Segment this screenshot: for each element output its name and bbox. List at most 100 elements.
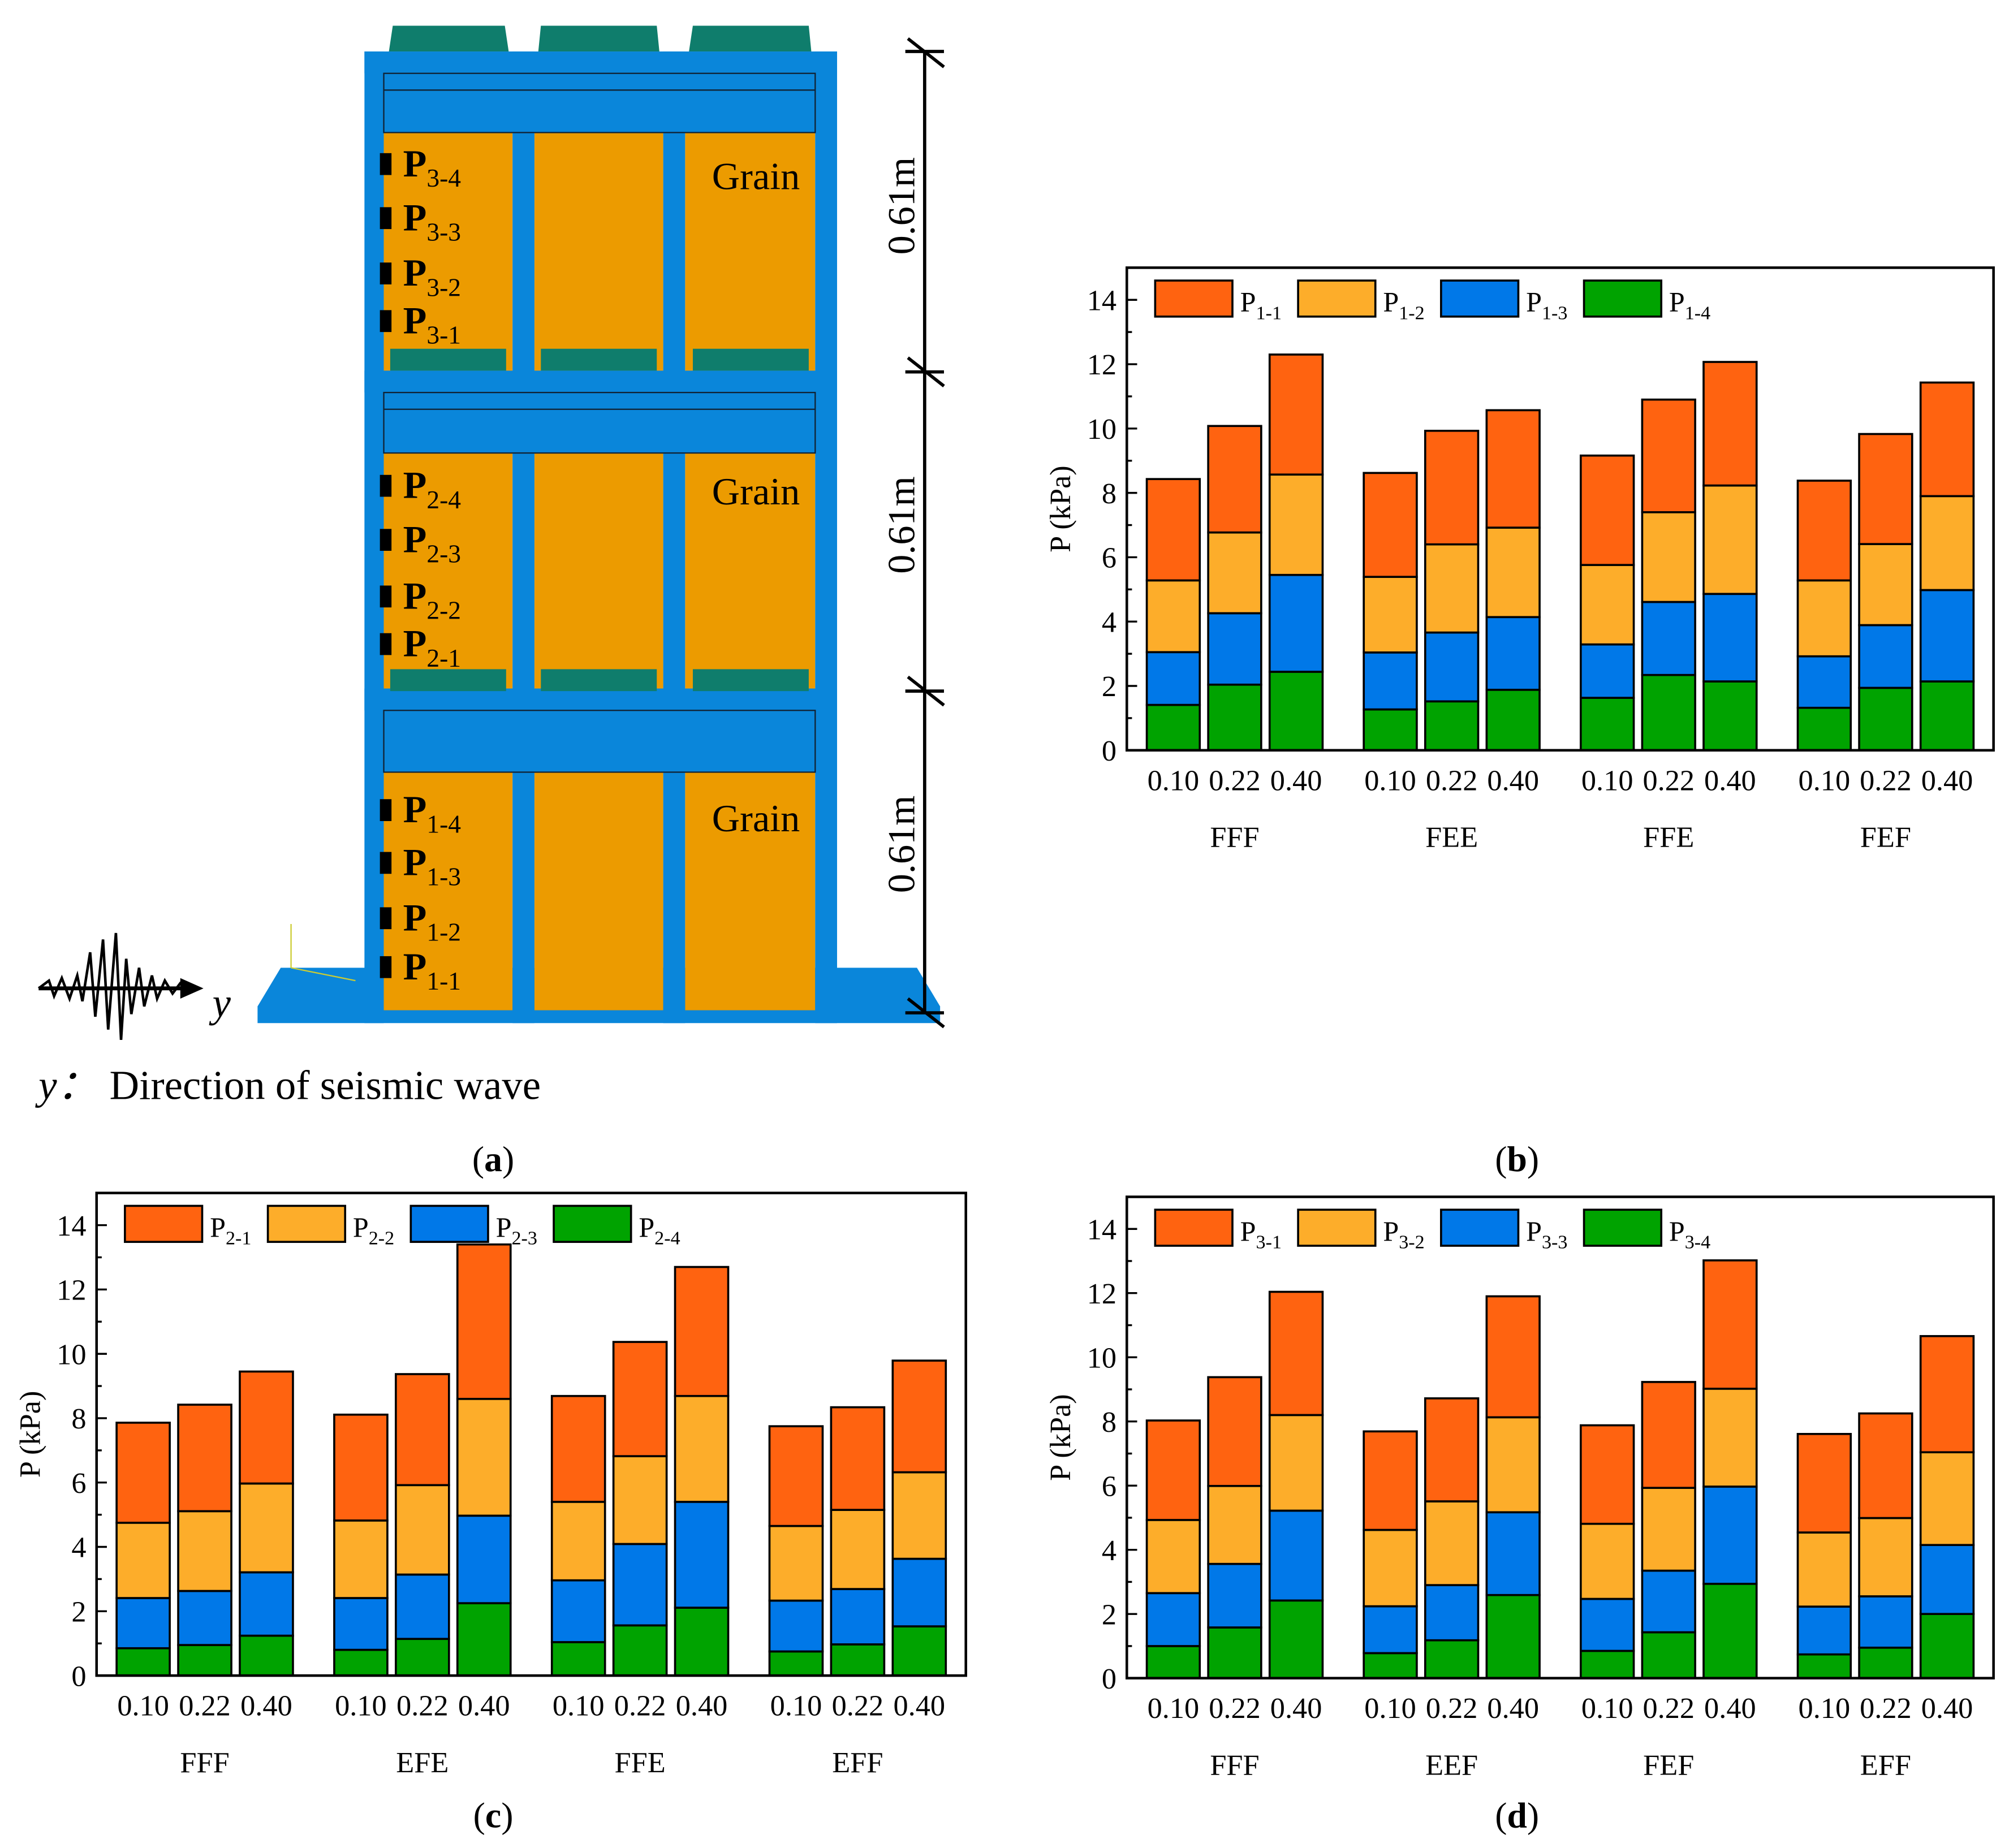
bar-segment-1-4 [1919, 680, 1975, 752]
sensor-label: P2-4 [403, 464, 462, 514]
bar-segment-3-4 [1796, 1653, 1852, 1679]
bar-segment-2-3 [550, 1579, 606, 1643]
bar-segment-3-4 [1485, 1594, 1541, 1679]
group-label: EEF [1425, 1748, 1478, 1781]
sensor-letter: P [403, 142, 427, 185]
legend-label: P2-3 [496, 1211, 537, 1249]
y-axis-label: P (kPa) [1044, 1394, 1077, 1481]
y-axis-label: P (kPa) [1044, 465, 1077, 552]
legend-subscript: 3-3 [1542, 1232, 1568, 1253]
bar-segment-3-3 [1207, 1562, 1262, 1629]
paren: ) [1527, 1797, 1540, 1837]
bar-segment-3-1 [1919, 1335, 1975, 1453]
bar-segment-1-2 [1207, 531, 1262, 615]
panel-letter: c [485, 1797, 502, 1837]
y-tick-label: 2 [1102, 1598, 1116, 1631]
sensor-subscript: 2-1 [426, 644, 461, 672]
bar-segment-3-3 [1424, 1584, 1480, 1642]
bar-segment-1-3 [1424, 631, 1480, 703]
legend-letter: P [1383, 286, 1399, 318]
y-tick-label: 6 [1102, 1470, 1116, 1502]
bar-segment-3-3 [1268, 1509, 1324, 1602]
legend-letter: P [1669, 1215, 1685, 1247]
bar-segment-3-3 [1485, 1511, 1541, 1596]
bar-segment-2-2 [456, 1397, 512, 1517]
bar-segment-1-2 [1858, 543, 1913, 627]
bar-segment-2-4 [612, 1624, 668, 1677]
sensor-marker-icon [380, 799, 392, 821]
legend-label: P1-3 [1526, 286, 1567, 324]
bar-segment-3-2 [1702, 1387, 1758, 1488]
legend-label: P1-4 [1669, 286, 1710, 324]
bar-segment-2-1 [456, 1243, 512, 1400]
bar-segment-1-1 [1858, 433, 1913, 545]
x-tick-label: 0.40 [1921, 1692, 1973, 1725]
sensor-letter: P [403, 788, 427, 831]
legend-subscript: 3-2 [1399, 1232, 1425, 1253]
legend-swatch [1297, 279, 1377, 318]
sensor-marker-icon [380, 585, 392, 608]
x-tick-label: 0.22 [179, 1690, 231, 1722]
bar-segment-1-2 [1796, 579, 1852, 658]
bar-segment-2-4 [456, 1602, 512, 1677]
y-tick-label: 14 [1087, 1213, 1116, 1246]
top-plates [389, 25, 812, 52]
sensor-letter: P [403, 517, 427, 560]
y-tick-label: 10 [1087, 413, 1116, 446]
x-tick-label: 0.22 [1860, 1692, 1912, 1725]
bar-segment-1-3 [1919, 589, 1975, 683]
legend-swatch [553, 1204, 632, 1243]
grain-label: Grain [712, 470, 800, 513]
sensor-letter: P [403, 945, 427, 988]
legend-swatch [124, 1204, 204, 1243]
sensor-label: P3-1 [403, 299, 461, 349]
sensor-subscript: 3-2 [426, 273, 461, 301]
sensor-subscript: 1-4 [426, 809, 461, 838]
bar-segment-3-3 [1641, 1569, 1696, 1634]
legend-letter: P [1383, 1215, 1399, 1247]
group-label: FEF [1860, 821, 1911, 853]
bar-segment-2-2 [830, 1509, 886, 1590]
plot-frame [1126, 266, 1995, 752]
y-tick-label: 0 [71, 1660, 86, 1692]
bar-segment-1-1 [1485, 409, 1541, 529]
x-tick-label: 0.40 [458, 1690, 510, 1722]
plot-frame [95, 1191, 967, 1677]
sensor-label: P1-3 [403, 841, 461, 891]
y-tick-label: 4 [1102, 606, 1116, 638]
y-tick-label: 6 [71, 1467, 86, 1500]
bar-segment-2-1 [115, 1422, 171, 1524]
grain-label: Grain [712, 155, 800, 198]
bar-segment-3-2 [1485, 1416, 1541, 1514]
bar-segment-3-3 [1702, 1486, 1758, 1585]
dimension-label: 0.61m [880, 157, 923, 255]
bar-segment-1-2 [1580, 564, 1635, 646]
bar-segment-3-4 [1207, 1626, 1262, 1679]
sensor-subscript: 1-2 [426, 918, 461, 947]
panel-label-b: (b) [1495, 1140, 1539, 1181]
pressure-sensors: P3-4P3-3P3-2P3-1P2-4P2-3P2-2P2-1P1-4P1-3… [380, 142, 462, 995]
paren: ) [502, 1140, 515, 1180]
panel-letter: d [1507, 1797, 1527, 1837]
legend-swatch [1154, 1208, 1234, 1247]
bar-segment-3-4 [1919, 1613, 1975, 1679]
bar-segment-3-1 [1641, 1381, 1696, 1489]
bar-segment-3-2 [1641, 1487, 1696, 1572]
legend-subscript: 1-3 [1542, 303, 1568, 323]
sensor-label: P3-3 [403, 196, 461, 246]
bar-segment-3-4 [1580, 1650, 1635, 1679]
paren: ( [472, 1140, 485, 1180]
legend-subscript: 3-1 [1256, 1232, 1282, 1253]
sensor-subscript: 2-3 [426, 539, 461, 568]
bar-segment-2-1 [333, 1413, 389, 1522]
legend-subscript: 2-1 [226, 1228, 252, 1249]
bar-segment-2-2 [395, 1484, 450, 1576]
bar-segment-3-4 [1702, 1582, 1758, 1679]
sensor-subscript: 3-4 [426, 163, 461, 192]
x-tick-label: 0.40 [1487, 1692, 1539, 1725]
tier-plates [390, 348, 809, 692]
bar-segment-3-4 [1363, 1652, 1418, 1679]
x-tick-label: 0.22 [1642, 764, 1695, 797]
bar-segment-1-2 [1702, 484, 1758, 595]
